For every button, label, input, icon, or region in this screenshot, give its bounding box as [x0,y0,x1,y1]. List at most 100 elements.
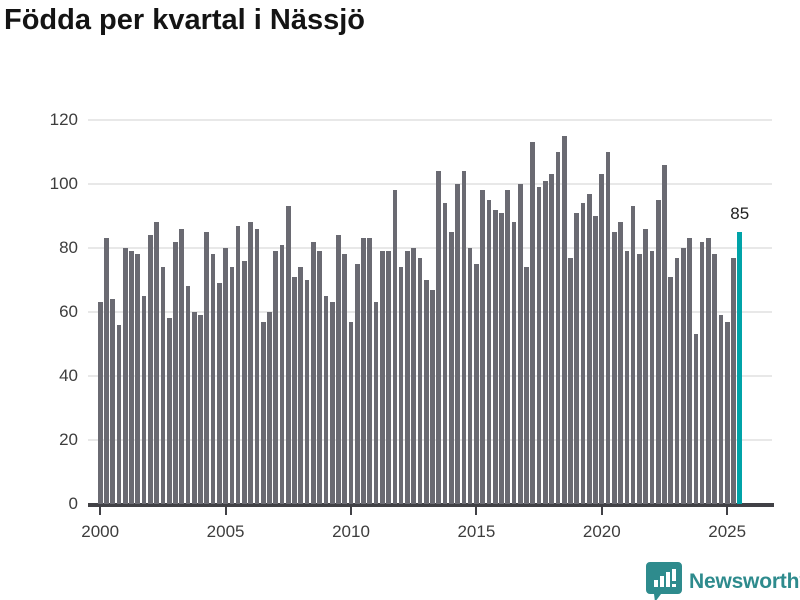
y-axis-tick-label: 60 [59,302,78,321]
x-axis-tick [224,507,227,515]
bar [104,238,109,504]
newsworthy-logo: Newsworthy [646,562,800,600]
bar [586,193,592,504]
bar [630,206,636,504]
bar [492,209,498,504]
bar [398,267,404,504]
bar [624,251,630,504]
bar [593,216,598,504]
bar [637,254,642,504]
x-axis-tick-label: 2005 [206,522,245,541]
bar [386,251,391,504]
bar [693,334,699,504]
bar [285,206,291,504]
bar [718,315,724,504]
bar [599,174,605,504]
bar [116,324,122,504]
bar [455,184,460,504]
y-axis-tick-label: 100 [49,174,78,193]
bar [649,251,655,504]
bar [668,276,674,504]
bar [216,283,222,504]
bar [574,212,580,504]
bar [436,171,442,504]
bar [524,267,529,504]
gridline-y-40 [88,375,772,377]
x-axis-line [88,503,774,507]
bar [304,280,310,504]
bar [311,241,316,504]
bar [210,254,216,504]
bar [154,222,159,504]
highlight-value-label: 85 [730,204,750,223]
bar [160,267,166,504]
bar [674,257,680,504]
bar [273,251,279,504]
y-axis-tick-label: 120 [49,110,78,129]
bar [260,321,266,504]
y-axis-tick-label: 0 [68,494,78,513]
bar [179,228,185,504]
newsworthy-wordmark: Newsworthy [689,570,800,593]
bar [724,321,730,504]
x-axis-tick [475,507,478,515]
bar [442,203,448,504]
bar [505,190,511,504]
x-axis-tick-label: 2025 [708,522,747,541]
chart-title: Födda per kvartal i Nässjö [4,4,366,36]
bar [511,222,517,504]
bar [486,200,492,504]
bar [254,228,260,504]
bar [561,136,567,504]
x-axis-tick [600,507,603,515]
gridline-y-100 [88,183,772,185]
gridline-y-80 [88,247,772,249]
bar [423,280,429,504]
bar [229,267,235,504]
bar [173,241,178,504]
bar [580,203,586,504]
bar [417,257,423,504]
bar [448,232,454,504]
bar [242,260,247,504]
bar [317,251,322,504]
bar [342,254,348,504]
bar [687,238,692,504]
bar [618,222,623,504]
bar [611,232,617,504]
bar [148,235,153,504]
bar [706,238,711,504]
bar [248,222,254,504]
bar [110,299,116,504]
bar [530,142,536,504]
bar [166,318,172,504]
bar [430,289,435,504]
x-axis-tick [726,507,729,515]
y-axis-tick-label: 40 [59,366,78,385]
bar [699,241,705,504]
gridline-y-120 [88,119,772,121]
bar [605,152,611,504]
bar [467,248,473,504]
bar [204,232,210,504]
bar [354,264,360,504]
bar [348,321,354,504]
bar [235,225,241,504]
bar [680,248,686,504]
bar [223,248,228,504]
x-axis-tick [350,507,352,515]
bar [373,302,379,504]
bar [97,302,103,504]
bar [517,184,523,504]
bar [662,164,667,504]
bar [549,174,554,504]
x-axis-tick-label: 2010 [332,522,370,541]
bar [336,235,341,504]
bar [135,254,141,504]
bar [122,248,128,504]
bar [279,244,285,504]
bar [323,296,329,504]
bar [367,238,373,504]
